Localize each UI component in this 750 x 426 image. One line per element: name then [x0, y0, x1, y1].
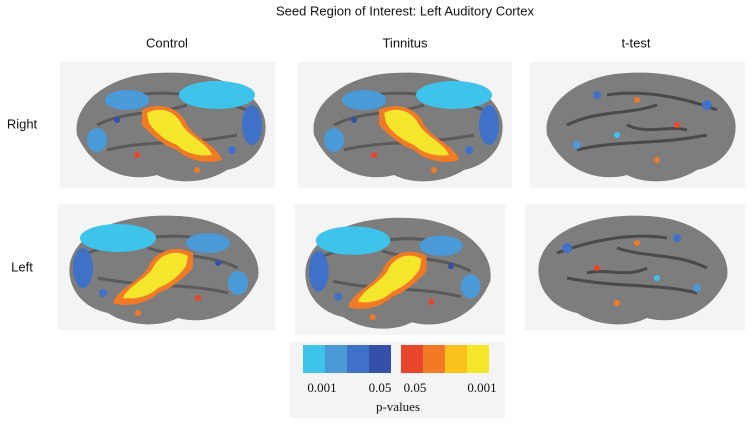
row-label: Left — [11, 259, 33, 274]
column-header: t-test — [622, 35, 651, 50]
column-header: Tinnitus — [382, 35, 428, 50]
colorbar-label: 0.05 — [369, 380, 392, 395]
colorbar-label: 0.001 — [467, 380, 496, 395]
colorbar-title: p-values — [376, 399, 420, 414]
colorbar-label: 0.05 — [404, 380, 427, 395]
colorbar-label: 0.001 — [307, 380, 336, 395]
figure-title: Seed Region of Interest: Left Auditory C… — [276, 3, 534, 18]
column-header: Control — [146, 35, 188, 50]
colorbar — [290, 342, 505, 418]
brain-panels — [58, 62, 745, 335]
row-label: Right — [7, 116, 38, 131]
